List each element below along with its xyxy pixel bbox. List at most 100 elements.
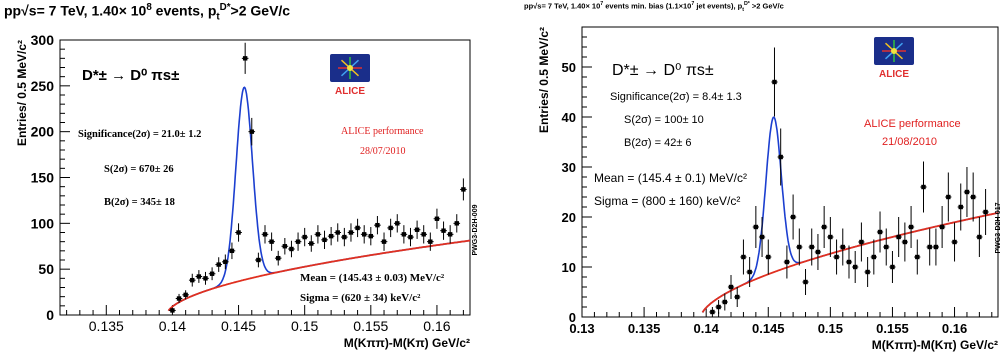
data-point [223,259,228,265]
data-point [276,255,281,261]
data-point [958,204,963,210]
significance-label: Significance(2σ) = 8.4± 1.3 [610,91,742,103]
background-yield-label: B(2σ) = 42± 6 [624,137,692,149]
data-point [414,227,420,232]
data-point [196,274,202,279]
y-tick-label: 50 [562,60,576,75]
y-tick-label: 20 [562,210,576,225]
data-point [821,224,827,230]
x-tick-label: 0.15 [291,318,318,334]
data-point [815,249,821,255]
data-point [203,276,208,281]
signal-yield-label: S(2σ) = 670± 26 [104,164,174,175]
y-tick-label: 300 [31,32,55,48]
side-label: PWG3-D2H-009 [472,204,479,255]
data-point [447,232,453,237]
x-tick-label: 0.135 [628,321,661,336]
data-point [952,239,957,245]
data-point [190,277,195,283]
data-point [209,271,215,276]
x-tick-label: 0.145 [752,321,785,336]
data-point [375,222,380,228]
data-point [840,244,845,250]
data-point [328,233,334,239]
side-label: PWG3-D2H-017 [995,202,1002,253]
data-point [741,254,746,260]
plot-frame [581,26,999,318]
background-fit-curve [167,239,471,312]
sigma-label: Sigma = (620 ± 34) keV/c² [300,292,421,304]
alice-logo-core [347,65,353,71]
y-tick-label: 0 [46,307,54,323]
alice-logo-text: ALICE [335,86,365,97]
data-point [355,225,360,231]
data-point [896,234,901,240]
data-point [927,244,932,250]
data-point [828,234,833,240]
data-point [766,254,771,260]
y-axis-label: Entries/ 0.5 MeV/c² [537,27,551,133]
data-point [747,269,752,275]
data-point [262,232,268,237]
data-point [342,234,347,240]
data-point [722,299,728,305]
data-point [915,254,920,260]
y-tick-label: 150 [31,170,55,186]
data-point [790,214,796,220]
data-point [256,257,261,263]
alice-logo: ALICE [874,37,914,80]
date-label: 21/08/2010 [882,136,937,148]
data-point [983,209,988,215]
data-point [428,239,433,244]
data-point [884,244,889,250]
data-point [946,194,951,200]
signal-yield-label: S(2σ) = 100± 10 [624,114,704,126]
data-point [183,292,188,298]
data-point [921,184,926,190]
x-tick-label: 0.135 [89,318,124,334]
data-point [970,194,976,200]
data-point [361,232,367,237]
data-point [977,234,982,240]
decay-label: D*± → D⁰ πs± [82,67,179,84]
data-point [401,232,407,237]
data-point [242,56,248,61]
data-point [803,279,808,285]
data-point [335,230,340,235]
data-point [865,269,870,275]
data-point [710,309,715,315]
data-point [753,224,759,230]
data-point [902,239,908,245]
performance-label: ALICE performance [864,118,961,130]
data-point [388,225,393,231]
y-tick-label: 40 [562,110,576,125]
data-point [295,239,301,244]
data-point [289,246,294,252]
data-point [852,264,858,270]
data-point [859,239,864,245]
x-tick-label: 0.155 [353,318,388,334]
data-point [809,244,814,250]
y-tick-label: 10 [562,260,576,275]
data-point [395,221,400,226]
date-label: 28/07/2010 [360,146,406,157]
data-point [964,189,970,195]
x-axis-label: M(Kππ)-M(Kπ) GeV/c² [872,338,998,352]
data-point [170,308,175,313]
data-point [216,262,221,267]
data-point [797,244,802,250]
y-axis-label: Entries/ 0.5 MeV/c² [15,40,29,146]
x-tick-label: 0.15 [818,321,843,336]
significance-label: Significance(2σ) = 21.0± 1.2 [78,129,201,140]
x-tick-label: 0.14 [159,318,186,334]
background-yield-label: B(2σ) = 345± 18 [104,197,175,208]
y-tick-label: 0 [569,310,576,325]
decay-label: D*± → D⁰ πs± [612,62,714,79]
data-point [322,237,327,243]
data-point [421,232,426,237]
sigma-label: Sigma = (800 ± 160) keV/c² [594,194,740,208]
data-point [176,296,182,301]
data-point [434,216,440,221]
y-tick-label: 30 [562,160,576,175]
y-tick-label: 100 [31,215,55,231]
